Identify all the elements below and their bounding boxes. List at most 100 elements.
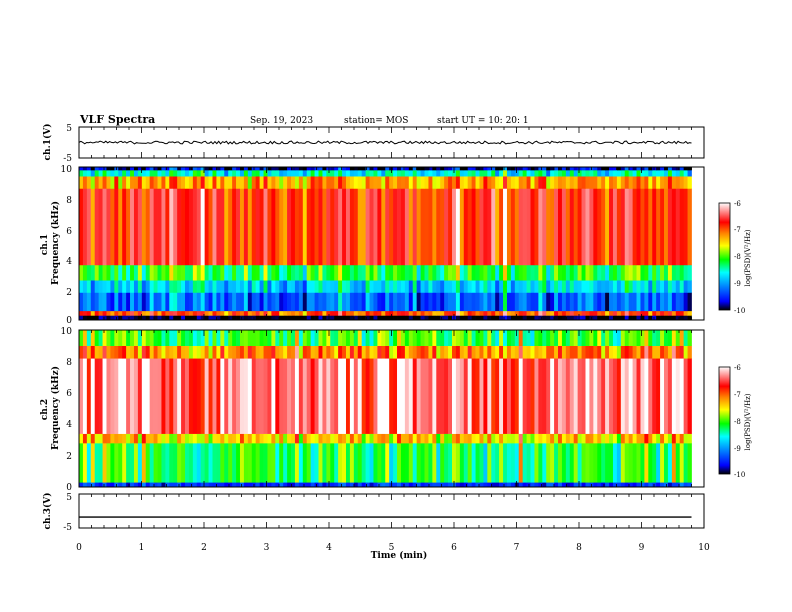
spectrogram-cell	[471, 443, 476, 483]
spectrogram-cell	[361, 443, 366, 483]
spectrogram-cell	[239, 330, 245, 346]
spectrogram-cell	[526, 433, 531, 444]
spectrogram-cell	[306, 167, 311, 171]
spectrogram-cell	[287, 315, 292, 321]
spectrogram-cell	[652, 188, 657, 266]
spectrogram-cell	[204, 280, 209, 293]
spectrogram-cell	[565, 167, 571, 171]
spectrogram-cell	[306, 310, 311, 316]
spectrogram-cell	[428, 330, 433, 346]
spectrogram-cell	[518, 170, 524, 177]
spectrogram-cell	[204, 330, 209, 346]
spectrogram-cell	[483, 358, 488, 434]
spectrogram-cell	[271, 443, 276, 483]
spectrogram-cell	[550, 167, 555, 171]
spectrogram-cell	[499, 345, 504, 359]
spectrogram-cell	[145, 433, 151, 444]
spectrogram-cell	[385, 176, 390, 189]
spectrogram-cell	[106, 264, 111, 281]
spectrogram-cell	[283, 358, 288, 434]
spectrogram-cell	[628, 280, 633, 293]
spectrogram-cell	[420, 315, 425, 321]
spectrogram-cell	[330, 482, 335, 488]
spectrogram-cell	[377, 358, 382, 434]
spectrogram-cell	[664, 310, 669, 316]
spectrogram-cell	[118, 170, 123, 177]
spectrogram-cell	[130, 482, 135, 488]
spectrogram-cell	[247, 433, 253, 444]
spectrogram-cell	[161, 443, 166, 483]
spectrogram-cell	[326, 358, 331, 434]
spectrogram-cell	[416, 443, 421, 483]
spectrogram-cell	[342, 315, 347, 321]
spectrogram-cell	[141, 292, 147, 312]
spectrogram-cell	[279, 292, 284, 312]
spectrogram-cell	[306, 345, 311, 359]
spectrogram-cell	[530, 280, 535, 293]
spectrogram-cell	[687, 176, 692, 189]
spectrogram-cell	[310, 170, 315, 177]
spectrogram-cell	[130, 443, 135, 483]
spectrogram-cell	[526, 188, 531, 266]
spectrogram-cell	[287, 188, 292, 266]
spectrogram-cell	[239, 315, 245, 321]
spectrogram-cell	[652, 176, 657, 189]
ch1-ylabel-frequency: Frequency (kHz)	[50, 201, 61, 285]
spectrogram-cell	[118, 345, 123, 359]
spectrogram-cell	[554, 345, 559, 359]
spectrogram-cell	[660, 345, 665, 359]
spectrogram-cell	[208, 292, 213, 312]
spectrogram-cell	[185, 170, 190, 177]
spectrogram-cell	[114, 176, 119, 189]
spectrogram-cell	[185, 330, 190, 346]
spectrogram-cell	[114, 345, 119, 359]
spectrogram-cell	[275, 167, 280, 171]
spectrogram-cell	[479, 170, 484, 177]
spectrogram-cell	[463, 433, 469, 444]
spectrogram-cell	[542, 167, 547, 171]
spectrogram-cell	[573, 482, 578, 488]
spectrogram-cell	[322, 315, 327, 321]
spectrogram-cell	[200, 443, 205, 483]
spectrogram-cell	[455, 358, 461, 434]
spectrogram-cell	[605, 176, 610, 189]
spectrogram-cell	[448, 167, 453, 171]
spectrogram-cell	[534, 176, 539, 189]
spectrogram-cell	[660, 188, 665, 266]
spectrogram-cell	[400, 345, 406, 359]
spectrogram-cell	[263, 443, 268, 483]
spectrogram-cell	[255, 310, 260, 316]
spectrogram-cell	[377, 433, 382, 444]
spectrogram-cell	[648, 330, 653, 346]
spectrogram-cell	[577, 170, 582, 177]
spectrogram-cell	[232, 482, 237, 488]
spectrogram-cell	[656, 176, 661, 189]
spectrogram-cell	[283, 292, 288, 312]
spectrogram-cell	[448, 170, 453, 177]
spectrogram-cell	[349, 482, 355, 488]
spectrogram-cell	[408, 358, 414, 434]
spectrogram-cell	[671, 358, 677, 434]
spectrogram-cell	[79, 310, 84, 316]
spectrogram-cell	[275, 330, 280, 346]
spectrogram-cell	[98, 443, 103, 483]
spectrogram-cell	[636, 176, 641, 189]
spectrogram-cell	[471, 330, 476, 346]
spectrogram-cell	[236, 310, 241, 316]
spectrogram-cell	[408, 264, 414, 281]
spectrogram-cell	[416, 330, 421, 346]
spectrogram-cell	[102, 170, 107, 177]
spectrogram-cell	[106, 176, 111, 189]
spectrogram-cell	[656, 358, 661, 434]
spectrogram-cell	[247, 443, 253, 483]
spectrogram-cell	[499, 330, 504, 346]
spectrogram-cell	[400, 188, 406, 266]
spectrogram-cell	[82, 482, 88, 488]
spectrogram-cell	[471, 176, 476, 189]
spectrogram-cell	[558, 358, 563, 434]
spectrogram-cell	[94, 443, 99, 483]
spectrogram-cell	[612, 433, 618, 444]
spectrogram-cell	[298, 482, 304, 488]
spectrogram-cell	[526, 170, 531, 177]
spectrogram-cell	[369, 482, 374, 488]
